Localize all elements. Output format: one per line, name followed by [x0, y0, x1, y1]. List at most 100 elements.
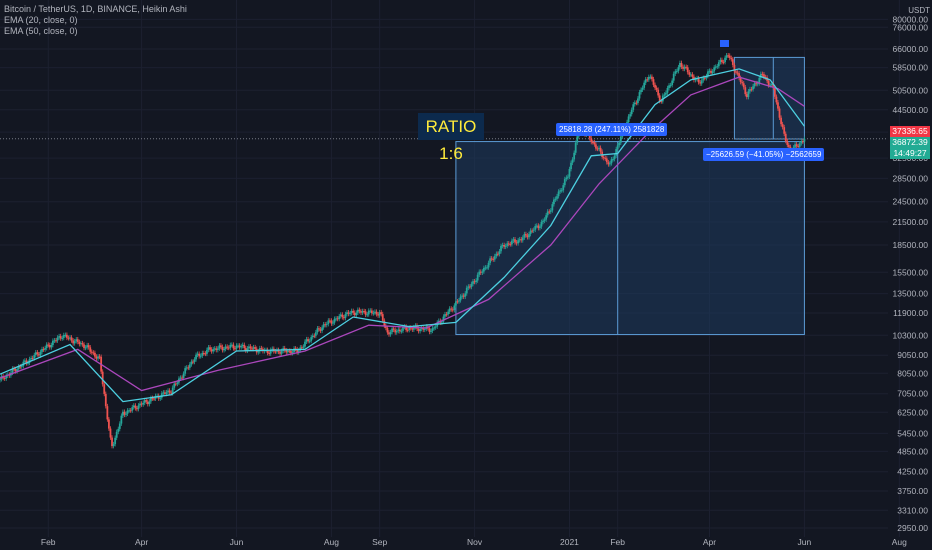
candle-body [28, 359, 31, 363]
candle-body [137, 405, 140, 410]
candle-body [562, 185, 565, 191]
candle-body [223, 348, 225, 351]
candle-body [721, 59, 723, 63]
candle-body [629, 114, 632, 117]
candle-body [607, 162, 610, 165]
candle-body [122, 411, 124, 416]
candle-body [797, 146, 800, 148]
candle-body [780, 117, 782, 125]
candle-body [355, 312, 358, 316]
y-tick-label: 11900.00 [893, 308, 928, 318]
candle-body [193, 359, 196, 362]
candle-body [478, 271, 481, 275]
candle-body [73, 341, 76, 344]
ema50-line [0, 76, 805, 392]
candle-body [750, 89, 753, 91]
candle-body [34, 352, 37, 356]
short-position-box [733, 56, 805, 140]
candle-body [741, 82, 744, 84]
y-tick-label: 13500.00 [893, 289, 929, 299]
candle-body [244, 348, 247, 351]
candle-body [296, 349, 299, 353]
candle-body [651, 76, 653, 80]
candle-body [472, 281, 474, 284]
candle-body [395, 331, 398, 333]
candle-body [669, 85, 672, 87]
candle-body [266, 349, 269, 354]
x-tick-label: Nov [467, 537, 483, 547]
y-tick-label: 28500.00 [893, 173, 929, 183]
candle-body [311, 335, 314, 338]
candle-body [173, 383, 176, 388]
candle-body [671, 80, 674, 86]
candle-body [213, 348, 216, 350]
candle-body [724, 57, 726, 63]
candle-body [185, 367, 188, 369]
candle-body [344, 314, 347, 319]
candle-body [375, 311, 378, 315]
candle-body [201, 353, 204, 356]
candle-body [227, 347, 230, 349]
candle-body [521, 237, 524, 241]
candle-body [434, 326, 437, 328]
candle-body [423, 328, 426, 330]
candle-body [372, 312, 375, 314]
long-position-label[interactable]: 25818.28 (247.11%) 2581828 [556, 123, 668, 136]
short-position-label[interactable]: −25626.59 (−41.05%) −2562659 [703, 148, 825, 161]
candle-body [92, 352, 95, 354]
candle-body [563, 179, 566, 186]
candle-body [655, 87, 658, 90]
candle-body [534, 226, 537, 230]
candle-body [652, 79, 655, 85]
candle-body [500, 245, 502, 252]
candle-body [660, 100, 663, 102]
candle-body [95, 356, 98, 359]
candle-body [363, 311, 365, 313]
x-tick-label: Apr [703, 537, 716, 547]
candle-body [72, 340, 75, 344]
ratio-label[interactable]: RATIO 1:6 [418, 113, 484, 163]
candle-body [174, 383, 177, 385]
candle-body [567, 176, 569, 178]
candle-body [560, 190, 563, 192]
candle-body [593, 142, 596, 145]
candle-body [238, 345, 241, 348]
x-tick-label: Sep [372, 537, 387, 547]
candle-body [694, 79, 697, 81]
candle-body [570, 162, 572, 170]
candle-body [389, 332, 392, 335]
candle-body [381, 314, 384, 321]
candle-body [412, 327, 415, 330]
flag-icon[interactable] [720, 40, 729, 47]
candle-body [64, 334, 67, 336]
candle-body [798, 143, 801, 147]
candle-body [106, 406, 109, 420]
candle-body [717, 62, 720, 67]
candle-body [184, 368, 187, 374]
candle-body [710, 70, 712, 74]
ema20-legend[interactable]: EMA (20, close, 0) [4, 15, 78, 25]
candle-body [419, 328, 422, 332]
candle-body [738, 73, 740, 78]
candle-body [165, 392, 168, 394]
candle-body [11, 368, 14, 373]
ema50-legend[interactable]: EMA (50, close, 0) [4, 26, 78, 36]
candle-body [493, 256, 496, 260]
candle-body [689, 74, 692, 76]
candle-body [70, 337, 73, 341]
candle-body [775, 96, 778, 103]
candle-body [554, 198, 557, 200]
candle-body [48, 344, 51, 348]
candle-body [360, 311, 362, 313]
candle-body [151, 397, 154, 399]
candle-body [370, 310, 373, 314]
candle-body [591, 142, 594, 144]
y-tick-label: 4250.00 [897, 467, 928, 477]
candle-body [504, 245, 507, 247]
x-tick-label: Apr [135, 537, 148, 547]
candle-body [162, 392, 165, 394]
candle-body [143, 400, 146, 403]
candle-body [339, 314, 342, 317]
candle-body [458, 300, 460, 302]
